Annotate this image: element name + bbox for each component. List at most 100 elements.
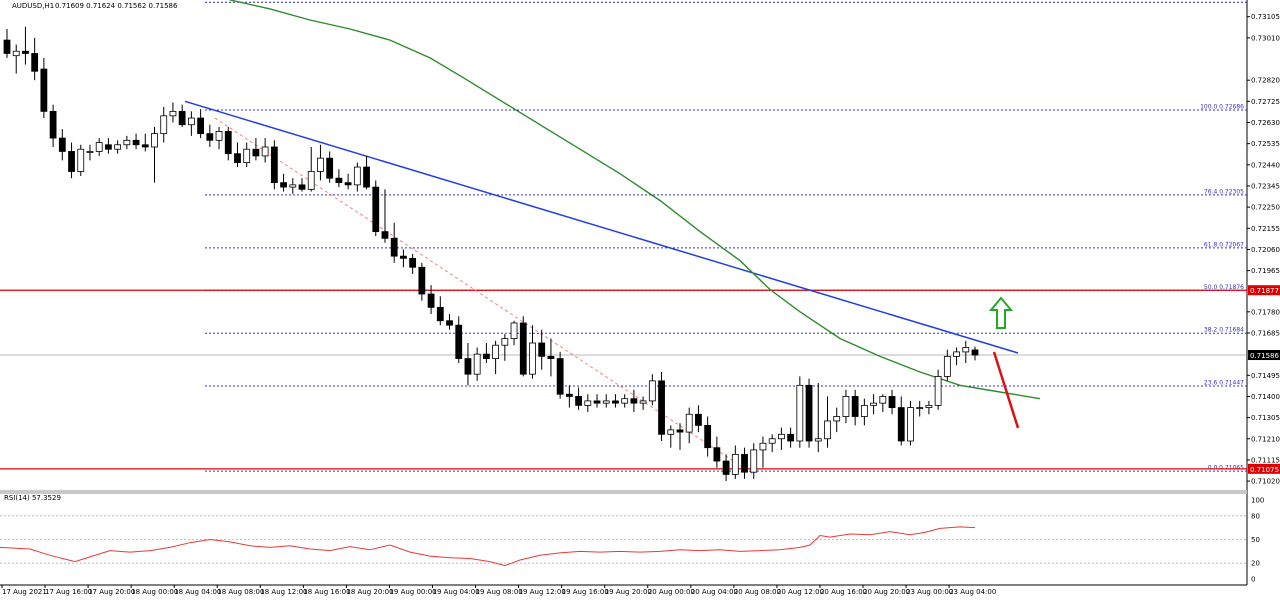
candle [565,385,573,408]
candle-body [556,358,564,395]
fib-level-label: 100.0 0.72686 [1200,104,1244,111]
candle [270,140,278,190]
candle-body [750,449,758,473]
candle [750,443,758,479]
candle [353,162,361,192]
candle [160,106,168,143]
time-tick-label: 20 Aug 20:00 [863,588,910,596]
time-tick-label: 18 Aug 00:00 [131,588,178,596]
candle [971,346,979,361]
candle [658,371,665,441]
price-tick-label: 0.72725 [1251,98,1280,106]
price-tick-label: 0.71685 [1251,329,1280,337]
candle [833,407,841,433]
candle [3,28,11,58]
candle [648,374,656,406]
candle-body [473,353,481,375]
candle-body [953,351,960,357]
price-tick-label: 0.72155 [1251,225,1280,233]
time-tick-label: 20 Aug 00:00 [648,588,695,596]
candle-body [529,342,536,375]
candle [916,400,924,417]
candle [538,329,546,370]
candle [49,104,57,147]
time-tick-label: 17 Aug 20:00 [88,588,135,596]
candle-body [888,396,896,408]
candle [759,436,767,468]
time-tick-label: 19 Aug 20:00 [605,588,652,596]
candle [814,383,822,453]
candle-body [934,376,942,406]
candle-body [814,438,822,442]
candle [796,376,804,448]
candle [197,109,204,139]
candle [215,126,223,150]
rsi-tick-label: 80 [1251,512,1260,520]
candle-body [114,144,122,150]
candle-body [925,404,933,408]
time-tick-label: 19 Aug 16:00 [562,588,609,596]
candle-body [621,398,629,404]
candle [400,249,407,268]
candle-body [335,177,343,184]
candle [851,389,859,426]
time-tick-label: 17 Aug 2021 [2,588,47,596]
price-tick-label: 0.72250 [1251,204,1280,212]
candle [529,325,536,379]
candle [95,138,103,156]
candle-body [105,144,112,150]
candle-body [372,186,380,233]
candle [593,394,601,408]
candle-body [565,393,573,397]
candle [860,398,868,426]
candle-body [86,151,94,153]
candle-body [464,358,472,375]
time-tick-label: 19 Aug 12:00 [519,588,566,596]
candle [243,142,251,168]
price-tick-label: 0.72060 [1251,246,1280,254]
candle [464,343,472,386]
candle-body [400,255,407,259]
candle [842,389,850,424]
candle-body [658,380,665,435]
candle [77,144,85,176]
candle-body [363,166,370,188]
candle [630,389,638,413]
candle [778,427,785,450]
candle [870,394,877,415]
candle [31,37,39,81]
candle-body [713,447,721,462]
candle-body [252,148,260,157]
candle [676,423,684,450]
candle-body [261,146,269,157]
candle-body [768,438,776,444]
time-tick-label: 18 Aug 08:00 [217,588,264,596]
price-tick-label: 0.71210 [1251,435,1280,443]
candle-body [851,396,859,417]
candle [962,340,970,364]
price-tick-label: 0.72345 [1251,182,1280,190]
candle-body [695,413,702,426]
price-tick-label: 0.72440 [1251,161,1280,169]
candle [612,394,619,408]
candle-body [962,347,970,353]
candle [427,285,435,315]
candle-body [805,384,813,442]
time-tick-label: 17 Aug 16:00 [45,588,92,596]
time-tick-label: 18 Aug 16:00 [303,588,350,596]
candle-body [234,153,241,163]
candle [731,445,739,479]
candle-body [547,355,555,359]
time-tick-label: 23 Aug 04:00 [949,588,996,596]
candle [556,351,564,399]
bearish-trend-line [184,100,1019,354]
candle-body [49,110,57,139]
candle-body [778,433,785,440]
candle-body [178,110,186,126]
candle [252,138,260,161]
price-tick-label: 0.71400 [1251,393,1280,401]
candle-body [215,131,223,141]
candle [22,26,29,65]
candle [436,296,444,326]
